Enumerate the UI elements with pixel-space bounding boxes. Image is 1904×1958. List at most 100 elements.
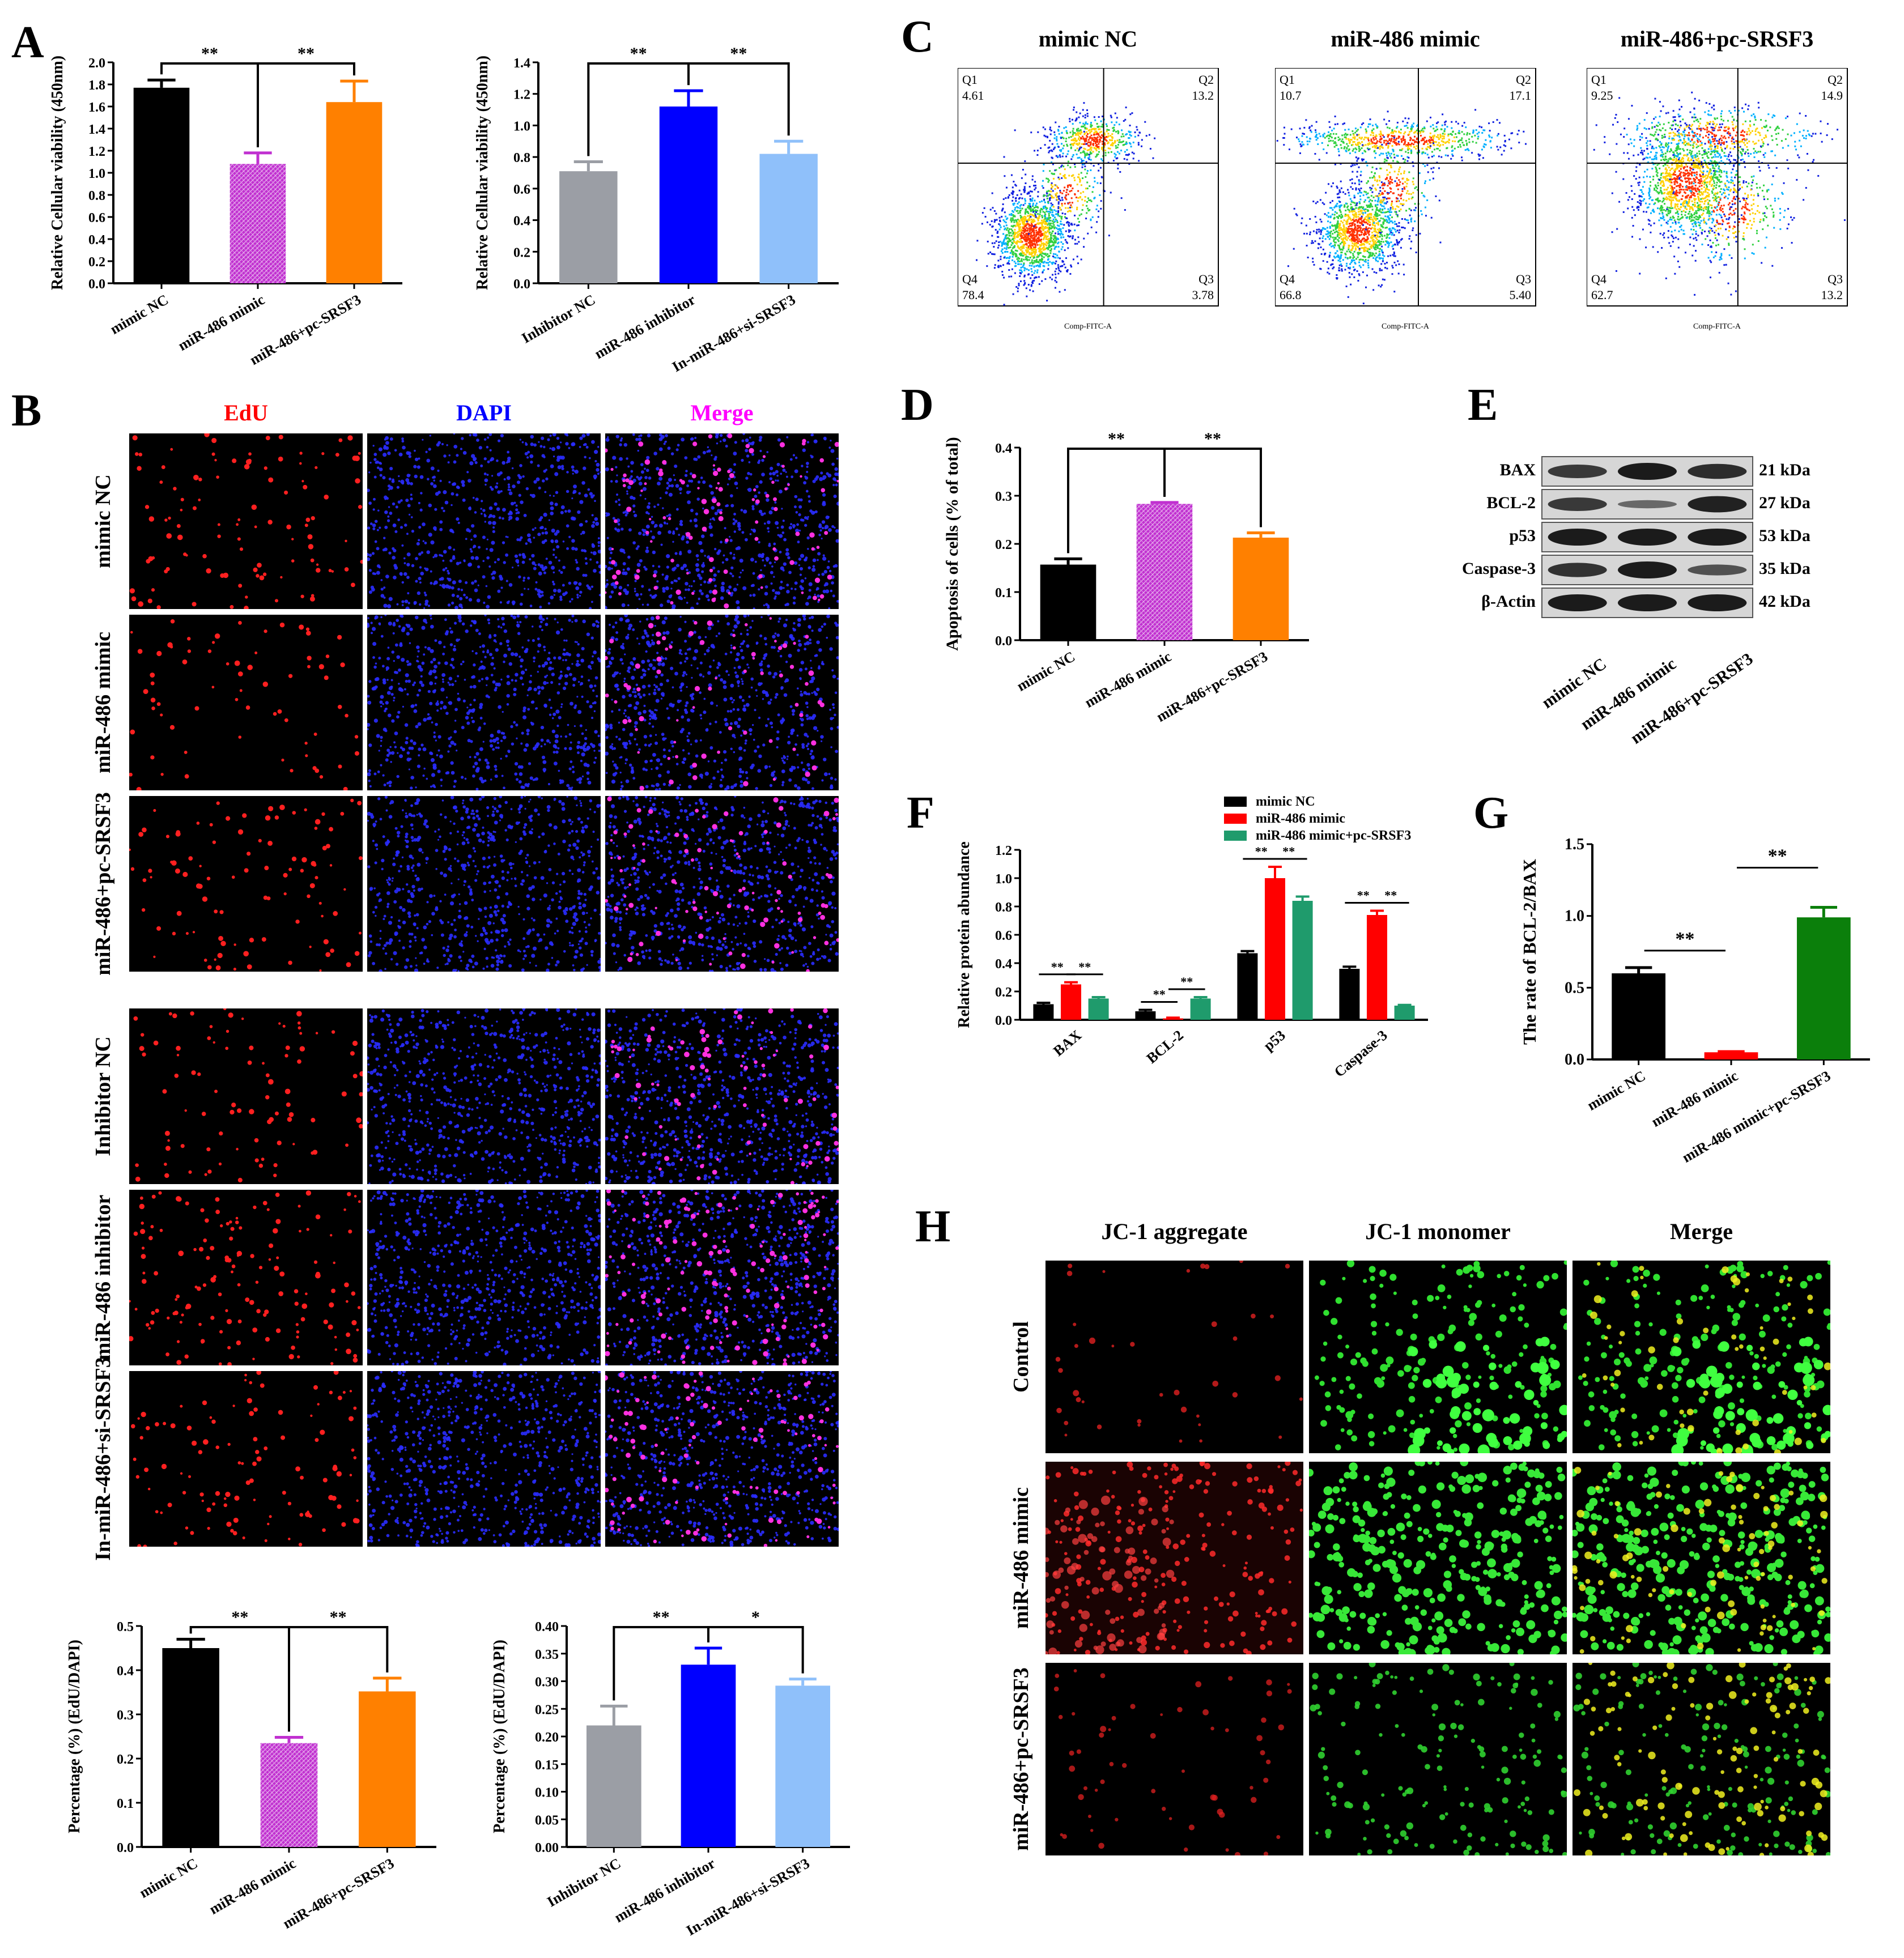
- y-tick-label: 1.4: [513, 56, 530, 71]
- y-tick-label: 0.4: [995, 441, 1012, 456]
- flow-frame: [957, 67, 1219, 307]
- y-axis-label: Relative Cellular viability (450nm): [49, 56, 66, 290]
- y-tick-label: 1.5: [1565, 836, 1584, 853]
- edu-row-label: mimic NC: [91, 474, 115, 568]
- wb-size-label: 21 kDa: [1759, 461, 1810, 479]
- bar: [359, 1691, 416, 1847]
- significance-label: **: [1282, 844, 1295, 858]
- jc1-aggregate-image: [1046, 1259, 1303, 1453]
- x-tick-label: mimic NC: [1584, 1067, 1648, 1114]
- y-axis-label: Percentage (%) (EdU/DAPI): [66, 1640, 83, 1833]
- edu-image: [129, 1007, 365, 1184]
- quadrant-name: Q1: [962, 73, 978, 87]
- edu-image: [129, 615, 363, 793]
- flow-x-label: Comp-FITC-A: [1382, 322, 1430, 331]
- legend-label: mimic NC: [1256, 794, 1315, 809]
- bar: [230, 164, 286, 283]
- wb-protein-label: p53: [1509, 526, 1536, 545]
- wb-band: [1548, 465, 1607, 478]
- chart-a-viability-mimic: 0.0 0.2 0.4 0.6 0.8 1.0 1.2 1.4 1.6 1.8 2.0 Relativ…: [49, 44, 414, 397]
- edu-row-label: miR-486 inhibitor: [91, 1194, 115, 1361]
- bar: [681, 1665, 736, 1847]
- x-tick-label: miR-486 mimic: [206, 1855, 299, 1918]
- wb-band: [1688, 496, 1747, 513]
- wb-size-label: 35 kDa: [1759, 559, 1810, 578]
- bar: [133, 87, 190, 283]
- legend-label: miR-486 mimic+pc-SRSF3: [1256, 828, 1411, 843]
- quadrant-value: 9.25: [1591, 88, 1613, 103]
- y-tick-label: 0.2: [117, 1752, 134, 1767]
- significance-bracket: [707, 1626, 804, 1674]
- y-tick-label: 0.0: [995, 1014, 1012, 1028]
- y-tick-label: 1.4: [88, 122, 105, 137]
- wb-protein-label: BAX: [1499, 461, 1536, 479]
- y-tick-label: 0.20: [535, 1730, 559, 1745]
- y-axis-label: Apoptosis of cells (% of total): [943, 437, 962, 650]
- jc1-aggregate-image: [1046, 1663, 1303, 1858]
- y-tick-label: 0.4: [88, 233, 105, 248]
- bar: [326, 102, 382, 283]
- significance-label: **: [630, 44, 647, 63]
- y-tick-label: 0.0: [513, 277, 530, 292]
- significance-label: **: [1180, 974, 1193, 989]
- x-tick-label: miR-486+pc-SRSF3: [280, 1855, 397, 1932]
- bar: [1796, 917, 1851, 1059]
- wb-band-strip: [1541, 456, 1753, 487]
- bar: [1367, 915, 1387, 1020]
- y-tick-label: 1.6: [88, 100, 105, 115]
- significance-bracket: [687, 62, 790, 136]
- significance-label: **: [201, 44, 218, 63]
- jc1-monomer-image: [1309, 1259, 1570, 1457]
- edu-column-title: DAPI: [456, 400, 512, 425]
- jc1-merge-image: [1572, 1660, 1832, 1858]
- x-tick-label: miR-486 mimic: [1648, 1067, 1741, 1130]
- y-tick-label: 0.8: [995, 900, 1012, 915]
- x-tick-label: miR-486 mimic: [1082, 648, 1174, 711]
- quadrant-value: 13.2: [1192, 88, 1214, 103]
- significance-label: **: [1108, 429, 1125, 448]
- legend-label: miR-486 mimic: [1256, 811, 1345, 826]
- bar: [1265, 878, 1285, 1020]
- quadrant-value: 10.7: [1280, 88, 1302, 103]
- edu-image: [129, 1369, 363, 1549]
- dapi-image: [367, 794, 602, 973]
- significance-label: **: [653, 1608, 670, 1627]
- bar: [1704, 1052, 1758, 1059]
- significance-label: **: [231, 1608, 248, 1627]
- jc1-monomer-image: [1309, 1660, 1568, 1858]
- panel-label-f: F: [907, 788, 934, 838]
- bar: [1163, 1018, 1183, 1020]
- significance-bracket: [257, 62, 355, 147]
- quadrant-value: 5.40: [1510, 288, 1532, 302]
- y-tick-label: 0.3: [117, 1708, 134, 1723]
- y-tick-label: 0.5: [117, 1620, 134, 1634]
- jc1-monomer-image: [1306, 1458, 1570, 1658]
- jc1-aggregate-image: [1042, 1460, 1303, 1657]
- flow-x-label: Comp-FITC-A: [1693, 322, 1741, 331]
- y-axis-label: The rate of BCL-2/BAX: [1519, 859, 1540, 1045]
- jc1-row-label: miR-486 mimic: [1009, 1487, 1033, 1629]
- wb-band: [1548, 563, 1607, 577]
- quadrant-name: Q4: [1280, 272, 1295, 286]
- wb-band: [1548, 529, 1607, 546]
- merge-image: [604, 795, 840, 973]
- flow-panel-title: mimic NC: [1038, 26, 1138, 52]
- flow-scatter-plot: Q14.61Q213.2Q478.4Q33.78Comp-FITC-AComp-…: [944, 67, 1230, 343]
- quadrant-name: Q2: [1516, 73, 1531, 87]
- quadrant-value: 3.78: [1192, 288, 1214, 302]
- panel-label-d: D: [901, 380, 934, 430]
- bar: [1061, 984, 1081, 1020]
- significance-label: **: [330, 1608, 347, 1627]
- y-tick-label: 0.0: [1565, 1051, 1584, 1069]
- edu-row-label: miR-486 mimic: [91, 631, 115, 774]
- x-tick-label: Inhibitor NC: [544, 1855, 623, 1910]
- wb-band-strip: [1541, 588, 1753, 618]
- y-tick-label: 0.3: [995, 490, 1012, 504]
- dapi-image: [366, 613, 602, 791]
- y-axis-label: Relative protein abundance: [955, 841, 973, 1028]
- flow-scatter-plot: Q19.25Q214.9Q462.7Q313.2Comp-FITC-AComp-…: [1572, 67, 1859, 343]
- bar: [1237, 953, 1258, 1020]
- flow-x-label: Comp-FITC-A: [1064, 322, 1112, 331]
- legend-swatch: [1224, 814, 1247, 824]
- x-tick-label: miR-486 mimic: [175, 291, 267, 354]
